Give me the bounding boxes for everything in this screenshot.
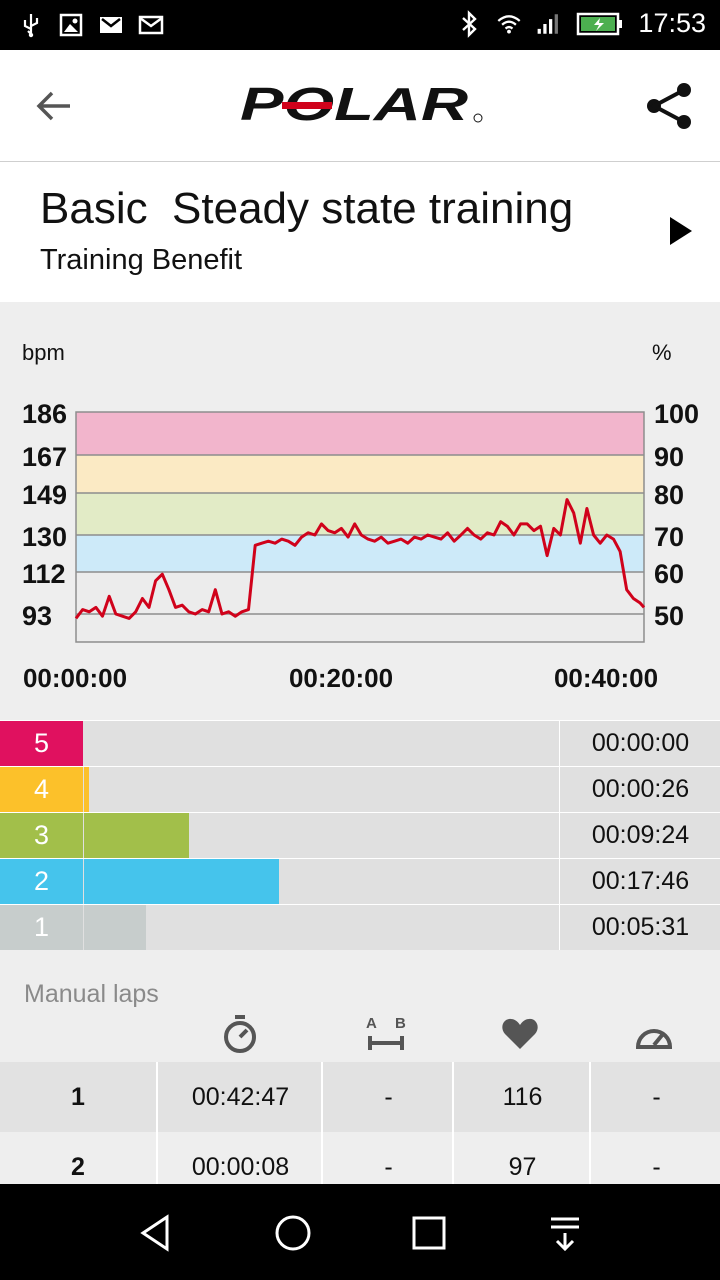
heart-rate-chart-svg: bpm % 186 167 149 130 112 93 100 90 80 70 60 50 00:00:… (22, 340, 699, 693)
training-title: Basic Steady state training (40, 184, 574, 233)
left-tick-label: 93 (22, 601, 52, 631)
usb-icon (18, 12, 44, 38)
zone-number: 3 (0, 813, 83, 858)
right-tick-label: 70 (654, 522, 684, 552)
left-tick-label: 130 (22, 522, 67, 552)
notifications-down-icon[interactable] (538, 1206, 592, 1260)
signal-icon (536, 11, 562, 37)
heart-rate-chart: bpm% 186 167 149 130 112 93 100 90 80 70 60 50 00:00:… (0, 302, 720, 720)
right-tick-label: 90 (654, 442, 684, 472)
zone-bar (84, 813, 189, 858)
app-bar: POLAR (0, 50, 720, 162)
lap-cell-heart-rate: 116 (452, 1062, 591, 1132)
zone-row-2: 2 00:17:46 (0, 859, 720, 904)
zone-time: 00:05:31 (559, 905, 720, 950)
zone-number: 5 (0, 721, 83, 766)
zone-row-5: 5 00:00:00 (0, 721, 720, 766)
training-header[interactable]: Basic Steady state training Training Ben… (0, 162, 720, 302)
recents-square-icon[interactable] (402, 1206, 456, 1260)
zone-band-5 (76, 412, 644, 455)
zone-band-4 (76, 455, 644, 493)
right-tick-label: 60 (654, 559, 684, 589)
home-circle-icon[interactable] (266, 1206, 320, 1260)
logo-text: POLAR (240, 86, 468, 126)
zone-band-3 (76, 493, 644, 535)
zone-time: 00:17:46 (559, 859, 720, 904)
wifi-icon (496, 11, 522, 37)
image-icon (58, 12, 84, 38)
left-unit-label: bpm (22, 340, 65, 365)
right-tick-label: 80 (654, 480, 684, 510)
lap-cell-duration: 00:42:47 (156, 1062, 323, 1132)
svg-text:A: A (366, 1015, 377, 1032)
arrow-back-icon[interactable] (30, 84, 78, 128)
right-tick-label: 50 (654, 601, 684, 631)
heart-icon (498, 1012, 542, 1056)
heart-rate-zones: 5 00:00:00 4 00:00:26 3 00:09:24 2 00:17:46 1 00:… (0, 721, 720, 950)
lap-cell-heart-rate: 97 (452, 1132, 591, 1202)
x-tick-label: 00:00:00 (23, 663, 127, 693)
lap-cell-duration: 00:00:08 (156, 1132, 323, 1202)
zone-bar (84, 859, 279, 904)
mail-icon (138, 12, 164, 38)
left-tick-label: 186 (22, 399, 67, 429)
status-clock: 17:53 (638, 8, 706, 38)
lap-cell-distance: - (321, 1132, 454, 1202)
lap-cell-lap: 2 (71, 1152, 85, 1181)
play-icon[interactable] (666, 214, 696, 248)
svg-text:B: B (395, 1015, 406, 1032)
x-tick-label: 00:40:00 (554, 663, 658, 693)
zone-row-3: 3 00:09:24 (0, 813, 720, 858)
battery-charging-icon (576, 11, 624, 37)
plot-border (75, 411, 645, 643)
right-tick-label: 100 (654, 399, 699, 429)
zone-bar (84, 905, 146, 950)
zone-number: 2 (0, 859, 83, 904)
x-tick-label: 00:20:00 (289, 663, 393, 693)
lap-cell-distance: - (321, 1062, 454, 1132)
training-subtitle: Training Benefit (40, 244, 243, 276)
lap-cell-lap: 1 (71, 1082, 85, 1111)
zone-time: 00:00:26 (559, 767, 720, 812)
heart-rate-line (74, 498, 646, 620)
left-tick-label: 112 (22, 559, 66, 589)
zone-bar (84, 767, 89, 812)
stopwatch-icon (218, 1012, 262, 1056)
polar-logo: POLAR (240, 78, 484, 130)
status-bar: 17:53 (0, 0, 720, 50)
zone-band-2 (76, 535, 644, 572)
zone-number: 4 (0, 767, 83, 812)
zone-row-4: 4 00:00:26 (0, 767, 720, 812)
bluetooth-icon (456, 9, 482, 38)
lap-row[interactable]: 1 00:42:47-116- (0, 1062, 720, 1132)
zone-time: 00:00:00 (559, 721, 720, 766)
gmail-icon (98, 12, 124, 38)
lap-cell-speed: - (589, 1132, 720, 1202)
zone-time: 00:09:24 (559, 813, 720, 858)
navigation-bar (0, 1184, 720, 1280)
lap-cell-speed: - (589, 1062, 720, 1132)
back-triangle-icon[interactable] (130, 1206, 184, 1260)
right-unit-label: % (652, 340, 672, 365)
share-icon[interactable] (644, 80, 696, 132)
zone-row-1: 1 00:05:31 (0, 905, 720, 950)
speedometer-icon (632, 1012, 676, 1056)
manual-laps-title: Manual laps (24, 980, 159, 1008)
left-tick-label: 149 (22, 480, 67, 510)
left-tick-label: 167 (22, 442, 67, 472)
zone-number: 1 (0, 905, 83, 950)
